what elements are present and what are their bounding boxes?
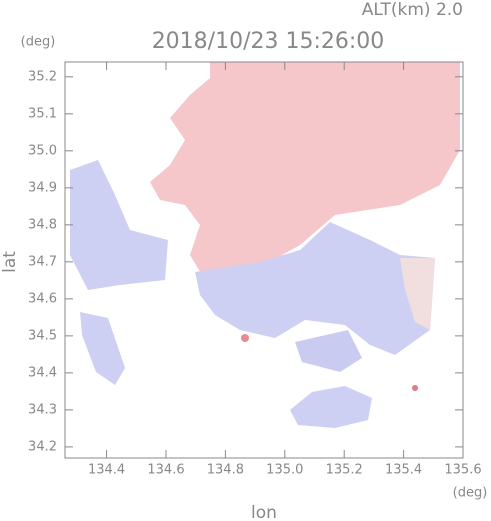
x-tick-label: 135.4 [385,463,422,478]
y-tick-label: 34.7 [28,254,57,269]
y-tick-label: 34.9 [28,180,57,195]
y-unit: (deg) [21,35,56,50]
mixed-echo [400,258,435,330]
x-label: lon [251,503,277,521]
y-tick-label: 34.2 [28,439,57,454]
receding-echo [295,330,362,372]
y-tick-label: 35.1 [28,106,57,121]
receding-echo [70,160,168,290]
x-unit: (deg) [453,486,488,501]
x-tick-label: 134.6 [147,463,184,478]
y-label: lat [0,251,20,273]
plot-frame [64,61,464,459]
x-tick-label: 134.8 [207,463,244,478]
axes: 134.4 134.6 134.8 135.0 135.2 135.4 135.6 34.2 3… [28,62,482,478]
y-tick-label: 34.4 [28,365,57,380]
echo-field [70,62,460,428]
y-tick-label: 34.8 [28,217,57,232]
y-tick-label: 35.0 [28,143,57,158]
approaching-echo [150,62,460,280]
receding-echo [80,312,125,385]
echo-speck [412,385,418,391]
receding-echo [290,386,372,428]
y-tick-label: 34.5 [28,328,57,343]
y-tick-label: 34.3 [28,402,57,417]
x-tick-label: 135.6 [444,463,481,478]
receding-echo [195,222,435,355]
x-tick-label: 134.4 [88,463,125,478]
y-tick-label: 34.6 [28,291,57,306]
x-tick-label: 135.2 [326,463,363,478]
altitude: ALT(km) 2.0 [362,0,463,20]
echo-speck [241,334,249,342]
x-tick-label: 135.0 [266,463,303,478]
chart-title: 2018/10/23 15:26:00 [152,29,385,54]
y-tick-label: 35.2 [28,69,57,84]
